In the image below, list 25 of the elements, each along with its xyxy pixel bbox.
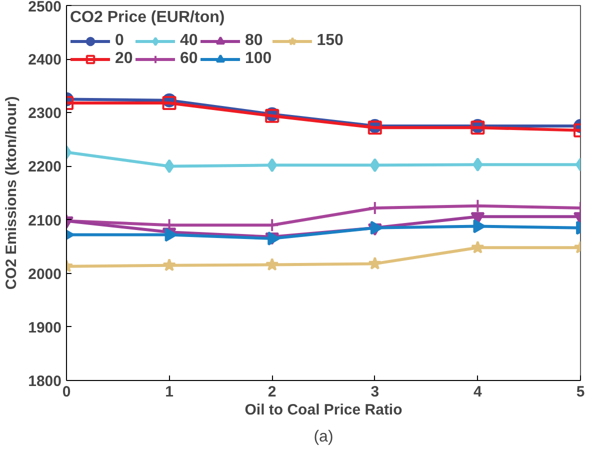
- legend-label: 0: [115, 32, 125, 50]
- x-tick-label: 4: [474, 384, 483, 400]
- y-axis-title: CO2 Emissions (kton/hour): [3, 96, 20, 290]
- legend-label: 60: [180, 50, 199, 68]
- y-tick-label: 2000: [28, 266, 62, 283]
- y-tick-label: 2500: [28, 0, 62, 16]
- x-tick-label: 0: [62, 384, 71, 400]
- text: (a): [314, 428, 334, 446]
- legend-label: 150: [316, 32, 344, 50]
- x-tick-label: 5: [576, 384, 585, 400]
- legend-label: 40: [180, 32, 199, 50]
- x-axis-title: Oil to Coal Price Ratio: [244, 402, 402, 418]
- y-tick-label: 2100: [28, 212, 62, 230]
- y-tick-label: 2400: [28, 52, 62, 69]
- x-tick-label: 2: [268, 384, 276, 400]
- y-tick-label: 1900: [28, 319, 62, 336]
- legend-label: 80: [245, 32, 264, 50]
- legend-label: 100: [245, 50, 272, 68]
- x-tick-label: 1: [165, 384, 174, 400]
- x-tick-label: 3: [370, 384, 380, 400]
- y-tick-label: 2300: [28, 105, 62, 122]
- legend-title: CO2 Price (EUR/ton): [70, 9, 226, 27]
- y-tick-label: 1800: [28, 373, 62, 390]
- y-tick-label: 2200: [28, 158, 62, 176]
- legend-label: 20: [115, 50, 134, 68]
